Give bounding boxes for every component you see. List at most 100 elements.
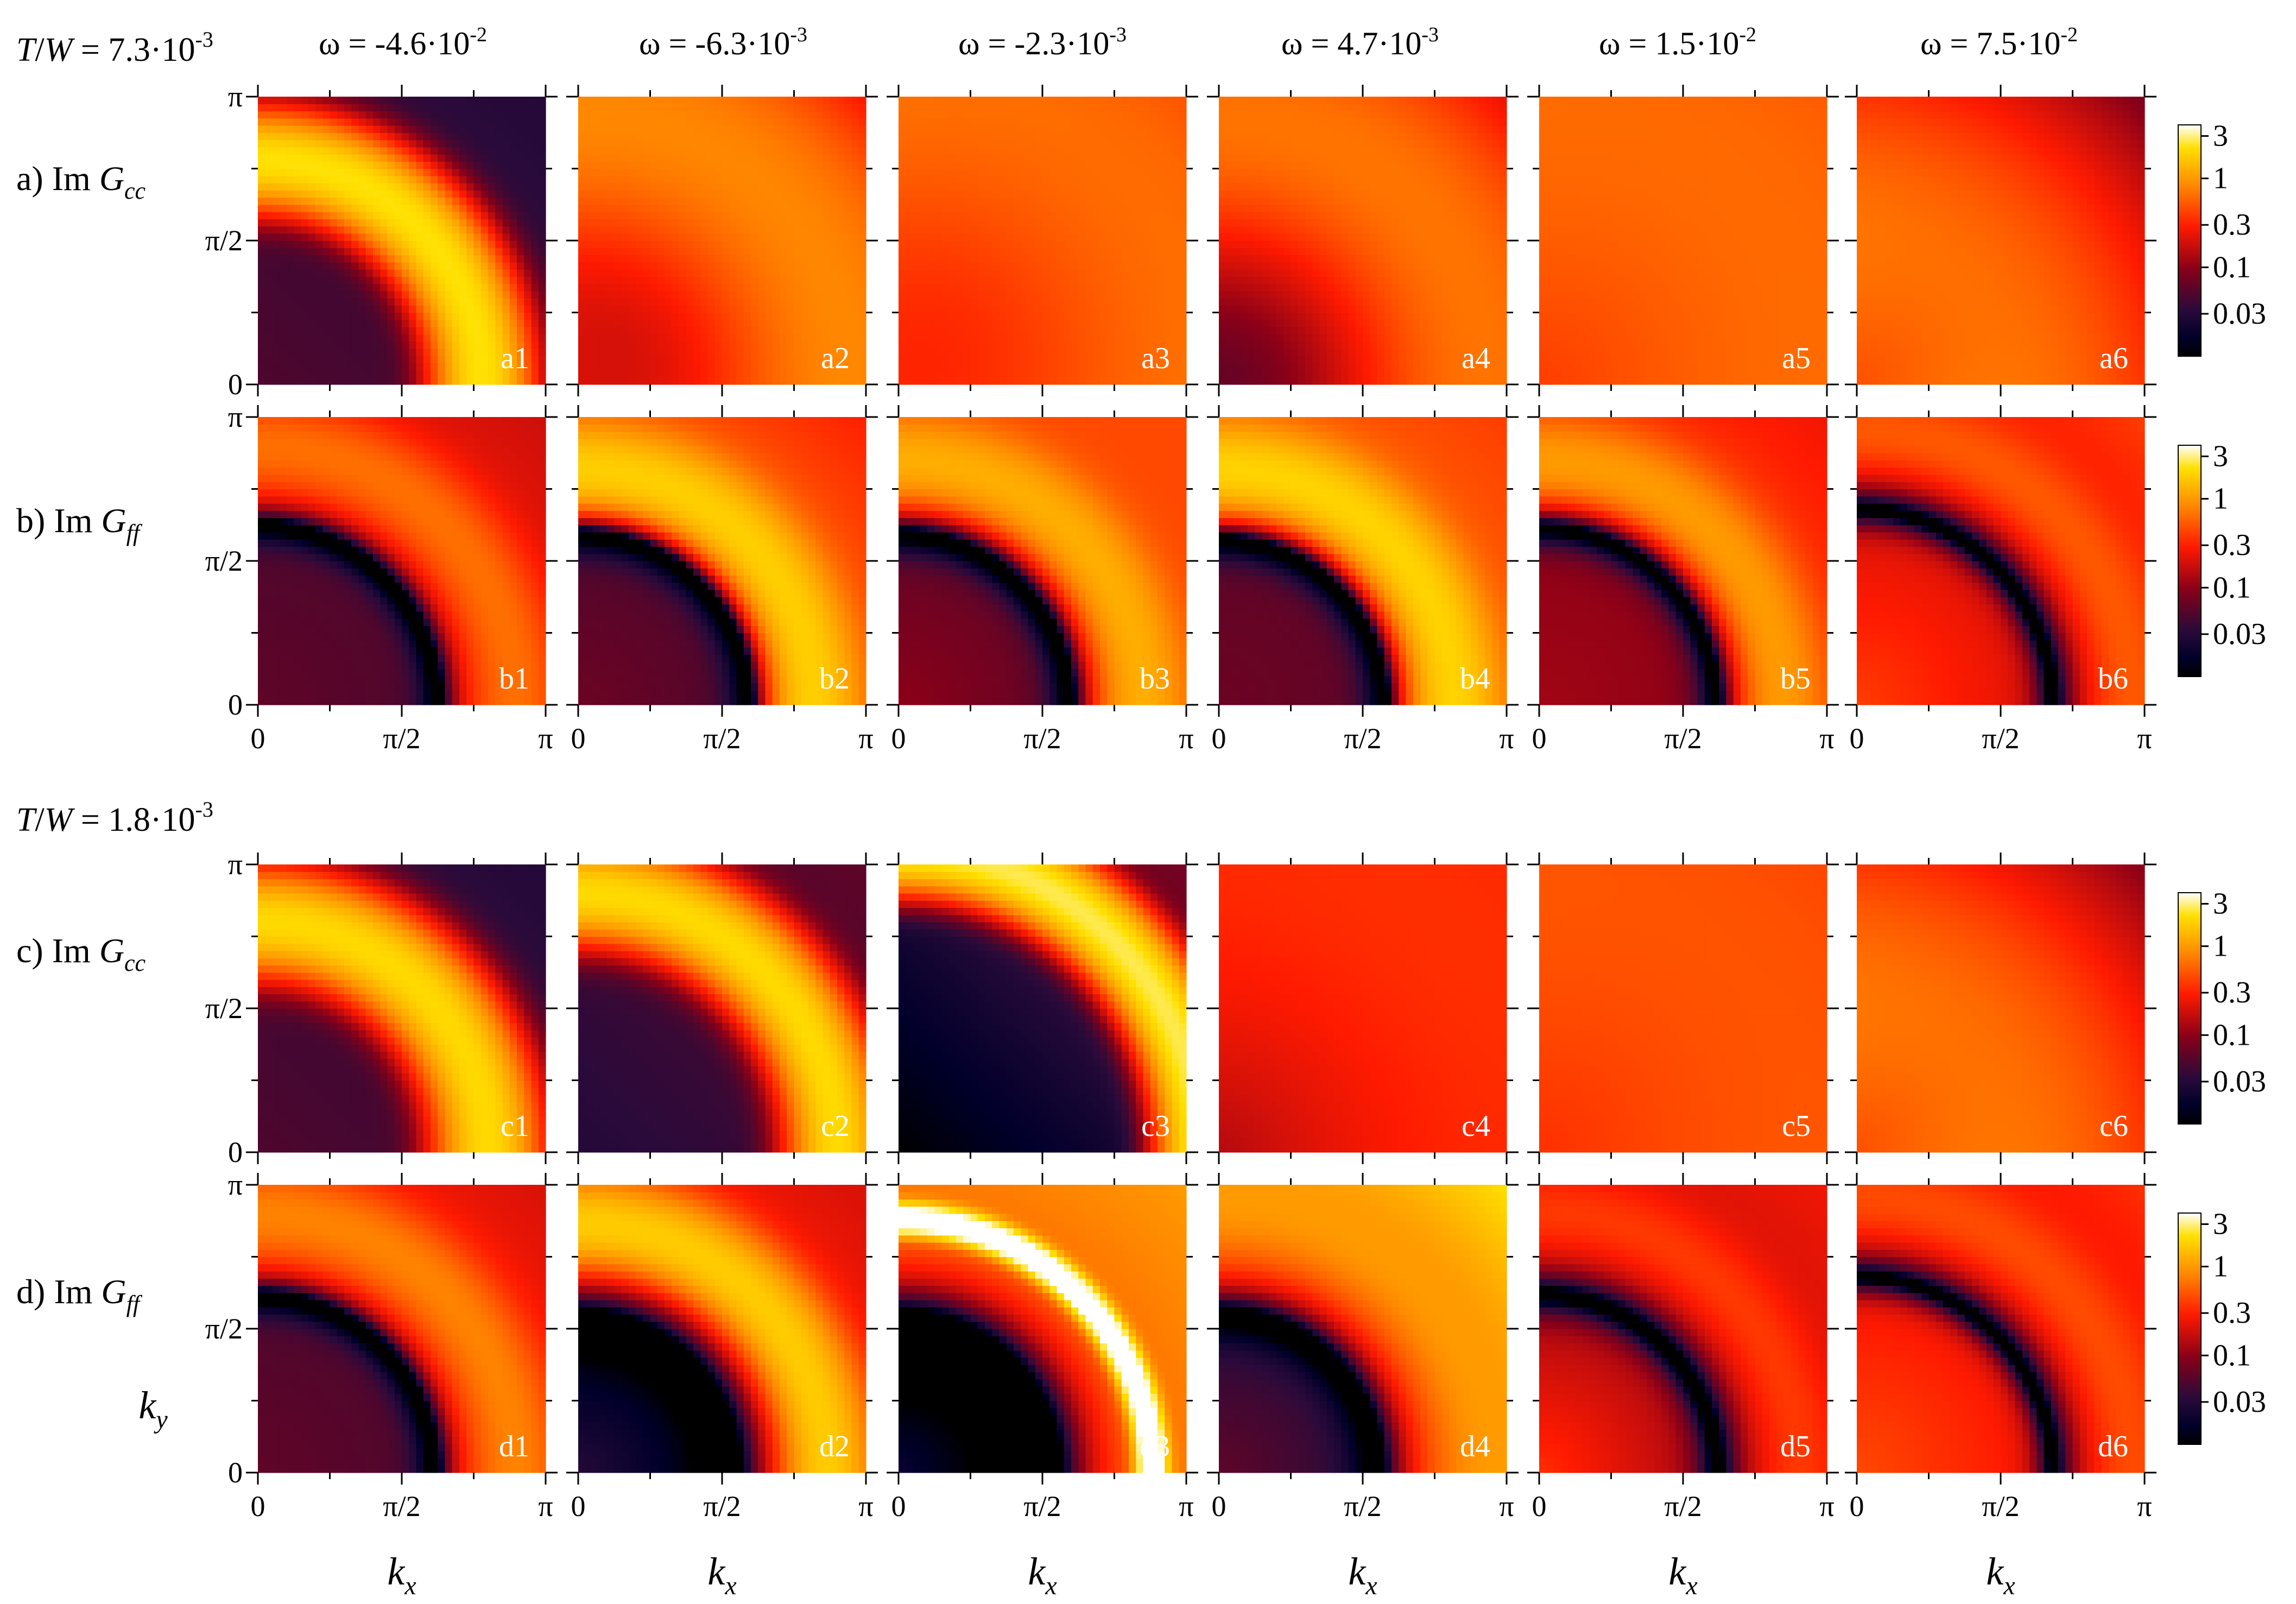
heatmap-cell <box>351 233 359 241</box>
heatmap-cell <box>344 111 352 119</box>
heatmap-cell <box>294 356 301 363</box>
heatmap-cell <box>402 190 409 198</box>
heatmap-cell <box>459 255 467 263</box>
heatmap-cell <box>344 125 352 133</box>
heatmap-cell <box>330 269 338 277</box>
heatmap-cell <box>466 327 474 334</box>
heatmap-cell <box>351 320 359 327</box>
heatmap-cell <box>351 276 359 284</box>
heatmap-cell <box>265 190 273 198</box>
heatmap-cell <box>287 233 294 241</box>
heatmap-cell <box>308 161 316 169</box>
heatmap-cell <box>359 205 366 212</box>
heatmap-cell <box>431 154 438 162</box>
heatmap-cell <box>287 342 294 349</box>
heatmap-cell <box>402 363 409 370</box>
heatmap-cell <box>322 349 330 356</box>
heatmap-cell <box>265 97 273 104</box>
omega-label: ω = -6.3·10-3 <box>639 23 807 61</box>
heatmap-cell <box>438 363 445 370</box>
heatmap-cell <box>438 342 445 349</box>
heatmap-cell <box>388 349 395 356</box>
heatmap-cell <box>431 169 438 176</box>
heatmap-cell <box>452 356 460 363</box>
heatmap-panel-a1: a1 <box>258 97 546 385</box>
heatmap-cell <box>438 219 445 226</box>
heatmap-cell <box>416 233 424 241</box>
heatmap-cell <box>388 140 395 148</box>
heatmap-cell <box>431 356 438 363</box>
heatmap-cell <box>301 147 309 155</box>
heatmap-cell <box>359 313 366 320</box>
heatmap-cell <box>423 125 431 133</box>
heatmap-cell <box>337 276 345 284</box>
heatmap-cell <box>287 377 294 385</box>
heatmap-cell <box>395 140 402 148</box>
heatmap-cell <box>294 248 301 255</box>
heatmap-cell <box>373 334 381 342</box>
heatmap-cell <box>344 190 352 198</box>
heatmap-cell <box>294 198 301 205</box>
heatmap-cell <box>438 327 445 334</box>
heatmap-cell <box>344 248 352 255</box>
heatmap-cell <box>315 262 323 270</box>
heatmap-cell <box>445 176 453 184</box>
heatmap-cell <box>258 349 265 356</box>
heatmap-cell <box>344 327 352 334</box>
heatmap-cell <box>258 190 265 198</box>
heatmap-cell <box>273 140 280 148</box>
heatmap-cell <box>402 377 409 385</box>
heatmap-cell <box>258 269 265 277</box>
heatmap-cell <box>409 356 416 363</box>
heatmap-cell <box>431 370 438 378</box>
heatmap-cell <box>452 226 460 234</box>
heatmap-cell <box>380 226 388 234</box>
heatmap-cell <box>322 118 330 126</box>
heatmap-cell <box>395 363 402 370</box>
heatmap-cell <box>258 327 265 334</box>
heatmap-cell <box>466 342 474 349</box>
heatmap-cell <box>273 104 280 111</box>
heatmap-cell <box>416 226 424 234</box>
heatmap-cell <box>287 284 294 292</box>
heatmap-cell <box>445 97 453 104</box>
heatmap-cell <box>388 255 395 263</box>
heatmap-cell <box>265 169 273 176</box>
heatmap-cell <box>308 349 316 356</box>
heatmap-cell <box>380 248 388 255</box>
heatmap-cell <box>337 349 345 356</box>
heatmap-cell <box>380 118 388 126</box>
heatmap-cell <box>380 377 388 385</box>
heatmap-cell <box>380 327 388 334</box>
heatmap-cell <box>265 241 273 248</box>
heatmap-cell <box>395 233 402 241</box>
heatmap-cell <box>395 291 402 299</box>
heatmap-cell <box>308 248 316 255</box>
heatmap-cell <box>409 104 416 111</box>
heatmap-cell <box>258 125 265 133</box>
heatmap-cell <box>388 305 395 313</box>
heatmap-cell <box>359 104 366 111</box>
heatmap-cell <box>452 205 460 212</box>
heatmap-cell <box>423 298 431 306</box>
heatmap-cell <box>423 111 431 119</box>
heatmap-cell <box>395 97 402 104</box>
heatmap-cell <box>294 118 301 126</box>
heatmap-cell <box>452 97 460 104</box>
heatmap-cell <box>445 320 453 327</box>
heatmap-cell <box>344 377 352 385</box>
heatmap-cell <box>344 255 352 263</box>
heatmap-cell <box>459 313 467 320</box>
heatmap-cell <box>258 342 265 349</box>
heatmap-cell <box>359 370 366 378</box>
heatmap-cell <box>466 305 474 313</box>
heatmap-cell <box>287 198 294 205</box>
heatmap-cell <box>409 226 416 234</box>
heatmap-cell <box>301 363 309 370</box>
heatmap-cell <box>301 97 309 104</box>
heatmap-cell <box>330 169 338 176</box>
heatmap-cell <box>287 363 294 370</box>
heatmap-cell <box>344 154 352 162</box>
heatmap-cell <box>330 262 338 270</box>
heatmap-cell <box>308 233 316 241</box>
